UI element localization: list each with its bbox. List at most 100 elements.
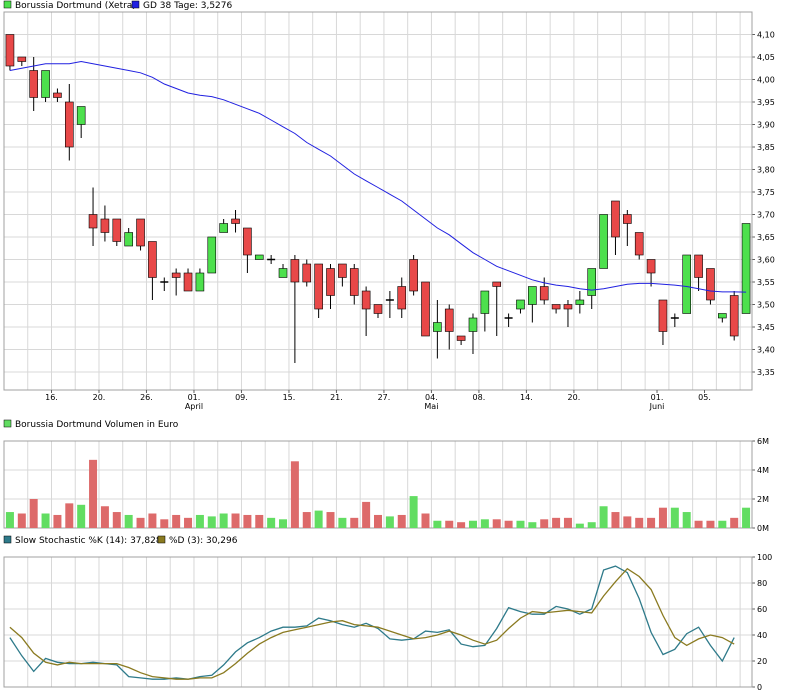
volume-bar bbox=[433, 520, 442, 528]
stoch-d-line bbox=[9, 567, 735, 680]
volume-bar bbox=[718, 520, 727, 528]
candle-body bbox=[349, 268, 359, 296]
volume-bar bbox=[326, 512, 335, 528]
candle-body bbox=[468, 317, 478, 332]
candle-body bbox=[290, 259, 300, 283]
price-ytick-label: 3,60 bbox=[757, 256, 775, 265]
price-ytick-label: 3,95 bbox=[757, 98, 775, 107]
volume-bar bbox=[279, 519, 288, 528]
volume-bar bbox=[611, 512, 620, 528]
candle-body bbox=[231, 218, 240, 224]
price-legend-label: Borussia Dortmund (Xetra) bbox=[15, 1, 136, 11]
volume-ytick-label: 4M bbox=[757, 466, 769, 475]
volume-bar bbox=[65, 503, 74, 528]
volume-bar bbox=[540, 519, 549, 528]
x-tick-label: 27. bbox=[378, 393, 391, 402]
candle-body bbox=[658, 299, 668, 332]
volume-bar bbox=[148, 513, 157, 528]
volume-bar bbox=[231, 513, 240, 528]
volume-bar bbox=[552, 517, 561, 528]
volume-legend-label: Borussia Dortmund Volumen in Euro bbox=[15, 420, 179, 430]
price-ytick-label: 3,80 bbox=[757, 166, 775, 175]
stochastic-panel: 100 80 60 40 20 0 bbox=[3, 553, 772, 692]
volume-bar bbox=[516, 520, 525, 528]
volume-bar bbox=[314, 510, 323, 528]
volume-bar bbox=[575, 523, 584, 528]
x-tick-label: 16. bbox=[45, 393, 58, 402]
x-tick-label: 20. bbox=[568, 393, 581, 402]
volume-bar bbox=[219, 513, 228, 528]
volume-bar bbox=[445, 520, 454, 528]
volume-bar bbox=[528, 522, 537, 528]
stochastic-legend: Slow Stochastic %K (14): 37,828 %D (3): … bbox=[3, 535, 238, 546]
x-tick-label: 09. bbox=[235, 393, 248, 402]
ma-legend-label: GD 38 Tage: 3,5276 bbox=[143, 1, 233, 11]
x-month-label: Mai bbox=[424, 402, 438, 411]
x-tick-label: 14. bbox=[520, 393, 533, 402]
candle-body bbox=[17, 56, 27, 62]
volume-bar bbox=[457, 522, 466, 528]
volume-bar bbox=[587, 522, 596, 528]
volume-bar bbox=[492, 519, 501, 528]
candle-body bbox=[76, 106, 86, 125]
x-tick-label: 01. bbox=[188, 393, 201, 402]
price-legend-swatch bbox=[3, 0, 12, 9]
price-frame bbox=[3, 11, 753, 391]
x-tick-label: 05. bbox=[698, 393, 711, 402]
volume-bar bbox=[5, 512, 14, 528]
stoch-ytick-label: 0 bbox=[757, 683, 762, 692]
candle-body bbox=[183, 272, 193, 292]
volume-bar bbox=[29, 499, 38, 528]
candle-body bbox=[599, 214, 608, 269]
price-ytick-label: 3,65 bbox=[757, 233, 775, 242]
candle-body bbox=[718, 313, 727, 319]
volume-bar bbox=[350, 517, 359, 528]
price-ytick-label: 3,55 bbox=[757, 278, 775, 287]
candle-body bbox=[516, 299, 525, 310]
candle-body bbox=[551, 304, 561, 310]
candle-body bbox=[171, 272, 181, 278]
candle-body bbox=[136, 218, 145, 247]
candle-body bbox=[278, 268, 288, 278]
candle-body bbox=[480, 290, 490, 314]
candle-body bbox=[88, 214, 98, 229]
price-ytick-label: 4,00 bbox=[757, 76, 775, 85]
candle-body bbox=[5, 34, 15, 67]
volume-bar bbox=[682, 512, 691, 528]
volume-bar bbox=[53, 514, 62, 528]
volume-bar bbox=[385, 516, 394, 528]
stoch-d-legend-label: %D (3): 30,296 bbox=[169, 536, 238, 546]
candle-body bbox=[254, 254, 264, 260]
candle-body bbox=[409, 259, 418, 292]
volume-ytick-label: 0M bbox=[757, 524, 769, 533]
x-month-label: Juni bbox=[649, 402, 665, 411]
volume-bar bbox=[89, 459, 98, 528]
volume-panel: 6M 4M 2M 0M bbox=[3, 437, 769, 533]
volume-bar bbox=[17, 513, 26, 528]
candle-body bbox=[421, 281, 430, 337]
volume-bar bbox=[172, 514, 181, 528]
candle-body bbox=[326, 268, 335, 296]
volume-ytick-label: 2M bbox=[757, 495, 769, 504]
x-tick-label: 04. bbox=[425, 393, 438, 402]
volume-bar bbox=[267, 517, 276, 528]
candle-body bbox=[41, 70, 50, 98]
volume-bar bbox=[374, 514, 382, 528]
volume-bar bbox=[100, 506, 109, 528]
candle-body bbox=[587, 268, 597, 296]
candle-body bbox=[611, 200, 620, 238]
volume-bar bbox=[563, 517, 572, 528]
price-ytick-label: 3,85 bbox=[757, 143, 775, 152]
stoch-ytick-label: 20 bbox=[757, 657, 767, 666]
candle-body bbox=[100, 218, 110, 233]
candle-body bbox=[112, 218, 122, 242]
volume-bar bbox=[112, 512, 121, 528]
stoch-ytick-label: 80 bbox=[757, 579, 767, 588]
volume-bar bbox=[338, 517, 347, 528]
candle-body bbox=[694, 254, 703, 278]
volume-bar bbox=[730, 517, 739, 528]
volume-bar bbox=[409, 496, 418, 528]
volume-legend: Borussia Dortmund Volumen in Euro bbox=[3, 419, 179, 430]
candle-body bbox=[444, 308, 454, 332]
